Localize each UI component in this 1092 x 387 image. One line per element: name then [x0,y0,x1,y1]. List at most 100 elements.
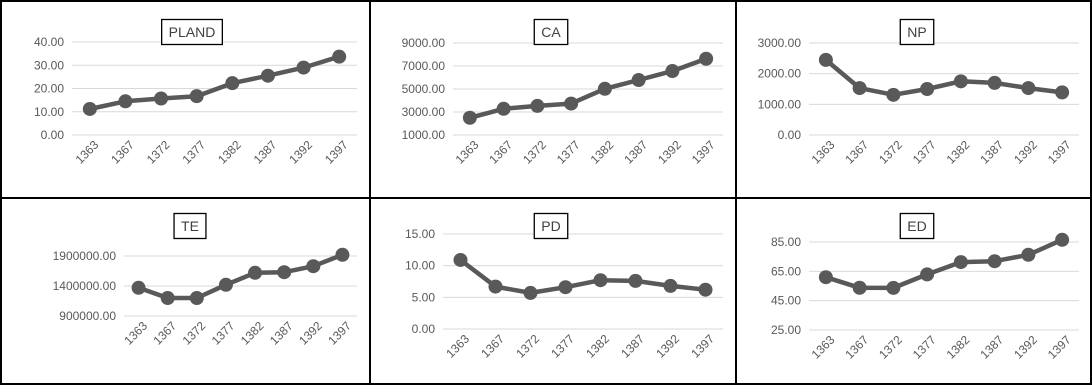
x-tick-label: 1382 [238,319,267,348]
data-point [558,280,573,295]
data-point [260,68,275,83]
chart-title-box [533,18,569,46]
chart-title-box [161,18,223,46]
x-tick-label: 1397 [325,319,354,348]
y-tick-label: 20.00 [34,82,64,96]
chart-svg-pland: 40.00 30.00 20.00 10.00 0.00 1363 1367 1372 1377… [34,18,357,167]
data-point [296,60,311,75]
y-tick-label: 1900000.00 [53,249,117,263]
data-point [593,273,608,288]
data-point [160,291,175,305]
y-tick-label: 1000.00 [758,97,802,111]
y-tick-label: 15.00 [405,227,435,241]
x-tick-label: 1382 [215,138,244,167]
x-tick-label: 1397 [1045,333,1074,362]
x-tick-label: 1372 [876,333,905,362]
y-tick-label: 900000.00 [59,309,116,323]
y-tick-label: 5000.00 [402,82,446,96]
data-point [698,282,713,297]
x-tick-label: 1387 [977,138,1006,167]
data-point [277,265,292,280]
data-point [852,280,867,295]
data-point [852,81,867,96]
y-tick-label: 5.00 [412,290,436,304]
data-point [663,278,678,293]
data-point [1021,81,1036,96]
chart-panel-ed: 85.00 65.00 45.00 25.00 1363 1367 1372 1377 1382… [735,197,1092,385]
data-point [920,267,935,282]
data-point [1055,232,1070,247]
x-tick-label: 1367 [108,138,137,167]
data-point [818,270,833,285]
chart-title-box [899,18,935,46]
x-tick-label: 1372 [876,138,905,167]
data-point [1055,85,1070,100]
chart-svg-np: 3000.00 2000.00 1000.00 0.00 1363 1367 1372 137… [758,18,1079,167]
x-tick-label: 1392 [653,332,682,361]
y-tick-label: 10.00 [34,105,64,119]
y-tick-label: 3000.00 [758,36,802,50]
x-tick-label: 1397 [689,138,718,167]
data-point [628,273,643,288]
x-tick-label: 1382 [944,138,973,167]
chart-title: PD [541,218,560,234]
y-tick-label: 1000.00 [402,128,446,142]
x-tick-label: 1397 [1045,138,1074,167]
data-point [631,73,646,88]
x-tick-label: 1387 [251,138,280,167]
data-point [488,279,503,294]
data-point [248,265,263,280]
x-tick-label: 1367 [842,138,871,167]
x-tick-label: 1363 [809,138,838,167]
y-tick-label: 65.00 [771,264,801,278]
data-point [1021,247,1036,262]
data-point [154,91,169,106]
chart-title-box [899,212,935,240]
x-tick-label: 1367 [150,319,179,348]
data-point [665,64,680,79]
x-tick-label: 1387 [267,319,296,348]
data-point [818,52,833,67]
chart-title: ED [907,218,926,234]
data-point [886,87,901,102]
chart-title: PLAND [169,24,216,40]
data-point [597,81,612,96]
y-tick-label: 2000.00 [758,67,802,81]
x-tick-label: 1363 [809,333,838,362]
data-point [131,280,146,295]
x-tick-label: 1372 [144,138,173,167]
data-point [189,89,204,104]
x-tick-label: 1363 [453,138,482,167]
x-tick-label: 1377 [910,138,939,167]
x-tick-label: 1377 [548,332,577,361]
x-tick-label: 1377 [209,319,238,348]
data-point [523,285,538,300]
y-tick-label: 3000.00 [402,105,446,119]
y-tick-label: 7000.00 [402,59,446,73]
y-tick-label: 0.00 [41,128,65,142]
data-point [225,76,240,91]
chart-title-box [173,212,207,240]
data-point [953,74,968,89]
x-tick-label: 1372 [513,332,542,361]
x-tick-label: 1382 [583,332,612,361]
chart-title-box [533,212,569,240]
x-tick-label: 1363 [443,332,472,361]
y-tick-label: 0.00 [412,322,436,336]
y-tick-label: 0.00 [778,128,802,142]
y-tick-label: 45.00 [771,294,801,308]
data-point [306,259,321,274]
y-tick-label: 25.00 [771,323,801,337]
x-tick-label: 1397 [322,138,351,167]
x-tick-label: 1387 [977,333,1006,362]
chart-panel-pd: 15.00 10.00 5.00 0.00 1363 1367 1372 1377 1382 13… [369,197,737,385]
data-point [699,51,714,66]
data-point [118,94,133,109]
data-point [332,49,347,64]
data-point [453,252,468,267]
data-point [335,247,350,262]
x-tick-label: 1387 [618,332,647,361]
chart-panel-te: 1900000.00 1400000.00 900000.00 1363 1367 137… [0,197,371,385]
